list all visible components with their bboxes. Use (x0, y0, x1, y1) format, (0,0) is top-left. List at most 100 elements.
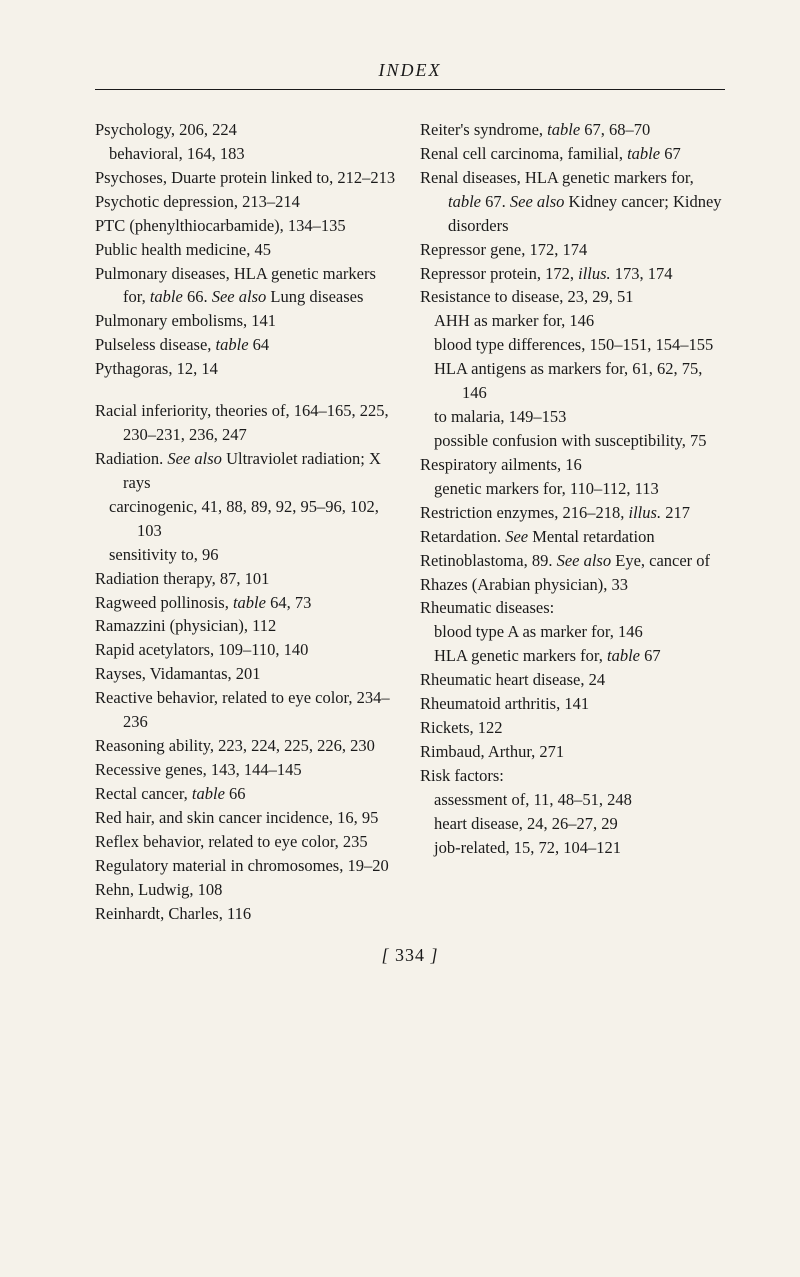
index-entry: Resistance to disease, 23, 29, 51 (420, 285, 725, 309)
index-entry-text: 67 (640, 646, 661, 665)
index-entry: HLA antigens as markers for, 61, 62, 75,… (420, 357, 725, 405)
page: INDEX Psychology, 206, 224behavioral, 16… (0, 0, 800, 1277)
index-entry: job-related, 15, 72, 104–121 (420, 836, 725, 860)
index-entry-italic-text: table (192, 784, 225, 803)
index-entry: Reinhardt, Charles, 116 (95, 902, 400, 926)
index-entry: blood type differences, 150–151, 154–155 (420, 333, 725, 357)
index-entry-text: Ragweed pollinosis, (95, 593, 233, 612)
index-entry: Repressor protein, 172, illus. 173, 174 (420, 262, 725, 286)
index-entry-text: 64, 73 (266, 593, 311, 612)
index-entry-text: Pulseless disease, (95, 335, 216, 354)
index-entry: possible confusion with susceptibility, … (420, 429, 725, 453)
index-entry: AHH as marker for, 146 (420, 309, 725, 333)
index-entry: Respiratory ailments, 16 (420, 453, 725, 477)
index-entry-text: Repressor protein, 172, (420, 264, 578, 283)
index-entry: Reiter's syndrome, table 67, 68–70 (420, 118, 725, 142)
index-entry-text: Retardation. (420, 527, 505, 546)
index-entry-italic-text: See also (212, 287, 267, 306)
index-entry: Risk factors: (420, 764, 725, 788)
index-entry: Pulmonary diseases, HLA genetic markers … (95, 262, 400, 310)
index-entry-italic-text: table (448, 192, 481, 211)
index-entry: Rapid acetylators, 109–110, 140 (95, 638, 400, 662)
index-entry-italic-text: See also (557, 551, 612, 570)
index-entry: Red hair, and skin cancer incidence, 16,… (95, 806, 400, 830)
index-entry-text: 66 (225, 784, 246, 803)
index-entry-italic-text: See also (167, 449, 222, 468)
index-entry: Retinoblastoma, 89. See also Eye, cancer… (420, 549, 725, 573)
index-entry-italic-text: table (233, 593, 266, 612)
index-entry-text: 67 (660, 144, 681, 163)
index-entry-text: Radiation. (95, 449, 167, 468)
index-entry: Repressor gene, 172, 174 (420, 238, 725, 262)
index-entry-text: Lung diseases (266, 287, 363, 306)
index-entry: Rayses, Vidamantas, 201 (95, 662, 400, 686)
page-number-value: 334 (395, 945, 425, 965)
index-entry: Psychotic depression, 213–214 (95, 190, 400, 214)
index-entry: Recessive genes, 143, 144–145 (95, 758, 400, 782)
index-entry: blood type A as marker for, 146 (420, 620, 725, 644)
index-entry: Ragweed pollinosis, table 64, 73 (95, 591, 400, 615)
index-entry: Radiation. See also Ultraviolet radiatio… (95, 447, 400, 495)
index-entry-italic-text: See (505, 527, 528, 546)
index-entry-text: Eye, cancer of (611, 551, 710, 570)
page-number-open: [ (381, 945, 389, 965)
index-entry: sensitivity to, 96 (95, 543, 400, 567)
index-entry: Regulatory material in chromosomes, 19–2… (95, 854, 400, 878)
page-number-close: ] (431, 945, 439, 965)
index-entry: Restriction enzymes, 216–218, illus. 217 (420, 501, 725, 525)
index-entry-text: 67, 68–70 (580, 120, 650, 139)
index-entry: carcinogenic, 41, 88, 89, 92, 95–96, 102… (95, 495, 400, 543)
index-entry-text: Rectal cancer, (95, 784, 192, 803)
index-entry: Racial inferiority, theories of, 164–165… (95, 399, 400, 447)
index-entry-text: 217 (661, 503, 690, 522)
index-entry: Reactive behavior, related to eye color,… (95, 686, 400, 734)
index-entry: Pulmonary embolisms, 141 (95, 309, 400, 333)
index-entry: Renal diseases, HLA genetic markers for,… (420, 166, 725, 238)
index-entry-text: HLA genetic markers for, (434, 646, 607, 665)
index-entry: to malaria, 149–153 (420, 405, 725, 429)
index-entry: Rectal cancer, table 66 (95, 782, 400, 806)
index-entry: Pythagoras, 12, 14 (95, 357, 400, 381)
index-entry-text: Reiter's syndrome, (420, 120, 547, 139)
section-gap (95, 381, 400, 399)
index-entry: Rehn, Ludwig, 108 (95, 878, 400, 902)
index-entry-italic-text: table (150, 287, 183, 306)
index-entry: PTC (phenylthiocarbamide), 134–135 (95, 214, 400, 238)
page-number: [ 334 ] (95, 945, 725, 966)
index-entry: Public health medicine, 45 (95, 238, 400, 262)
index-entry: Reflex behavior, related to eye color, 2… (95, 830, 400, 854)
index-entry-text: 64 (249, 335, 270, 354)
index-entry: Psychology, 206, 224 (95, 118, 400, 142)
index-entry-text: Renal cell carcinoma, familial, (420, 144, 627, 163)
index-columns: Psychology, 206, 224behavioral, 164, 183… (95, 118, 725, 925)
index-entry-italic-text: illus. (578, 264, 611, 283)
index-entry-italic-text: table (547, 120, 580, 139)
index-entry: Rheumatoid arthritis, 141 (420, 692, 725, 716)
index-entry: Retardation. See Mental retardation (420, 525, 725, 549)
index-entry: HLA genetic markers for, table 67 (420, 644, 725, 668)
index-entry: assessment of, 11, 48–51, 248 (420, 788, 725, 812)
left-column: Psychology, 206, 224behavioral, 164, 183… (95, 118, 400, 925)
index-entry-italic-text: table (627, 144, 660, 163)
index-entry-italic-text: See also (510, 192, 565, 211)
index-entry-text: Renal diseases, HLA genetic markers for, (420, 168, 694, 187)
index-entry: Rhazes (Arabian physician), 33 (420, 573, 725, 597)
index-entry-text: Mental retardation (528, 527, 654, 546)
index-entry: Ramazzini (physician), 112 (95, 614, 400, 638)
index-entry-italic-text: table (216, 335, 249, 354)
index-entry: Pulseless disease, table 64 (95, 333, 400, 357)
index-entry-italic-text: illus. (629, 503, 662, 522)
index-entry-italic-text: table (607, 646, 640, 665)
index-entry: heart disease, 24, 26–27, 29 (420, 812, 725, 836)
index-entry-text: Restriction enzymes, 216–218, (420, 503, 629, 522)
index-entry: Radiation therapy, 87, 101 (95, 567, 400, 591)
index-entry-text: 66. (183, 287, 212, 306)
index-entry: Rheumatic diseases: (420, 596, 725, 620)
index-entry: Renal cell carcinoma, familial, table 67 (420, 142, 725, 166)
index-entry: Reasoning ability, 223, 224, 225, 226, 2… (95, 734, 400, 758)
index-entry: behavioral, 164, 183 (95, 142, 400, 166)
index-entry: Psychoses, Duarte protein linked to, 212… (95, 166, 400, 190)
index-entry-text: Retinoblastoma, 89. (420, 551, 557, 570)
index-entry: Rickets, 122 (420, 716, 725, 740)
index-entry-text: 173, 174 (611, 264, 673, 283)
